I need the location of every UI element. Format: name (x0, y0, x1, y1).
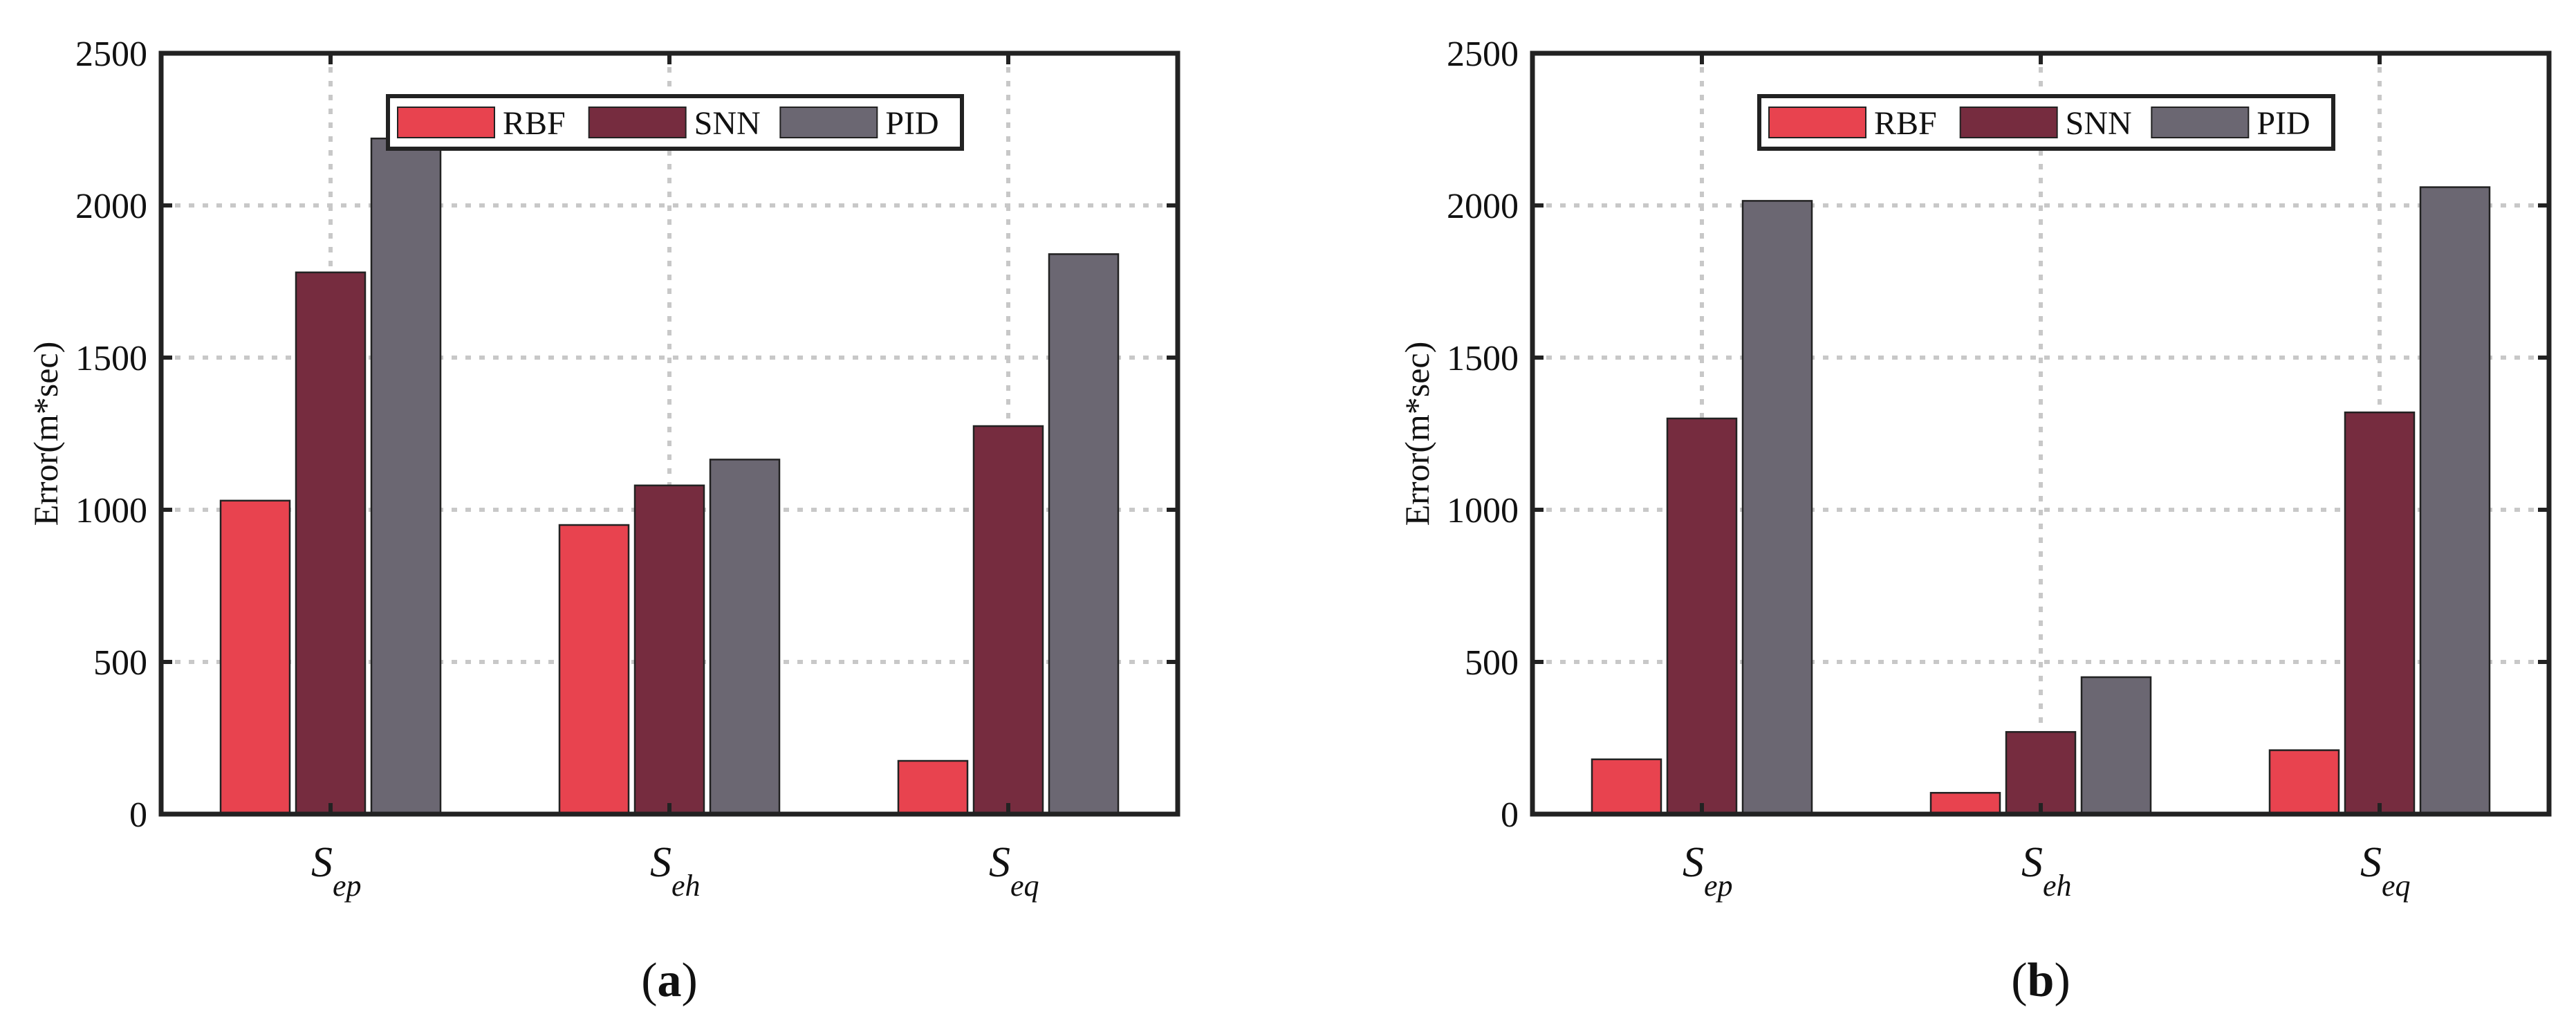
legend-label-pid: PID (885, 105, 938, 142)
bar-snn-eh (633, 484, 705, 815)
y-tick-label: 1000 (1447, 491, 1519, 531)
y-axis-label: Error(m*sec) (26, 342, 65, 526)
bar-snn-ep (1666, 417, 1738, 815)
y-axis-label: Error(m*sec) (1398, 342, 1436, 526)
bar-pid-ep (370, 137, 442, 815)
y-tick-label: 1500 (75, 339, 147, 378)
bar-snn-eq (972, 425, 1044, 815)
legend-swatch-pid (779, 107, 878, 138)
bar-pid-eh (2080, 676, 2152, 815)
legend-swatch-rbf (1768, 107, 1866, 138)
x-tick-label: Sep (311, 839, 362, 903)
y-tick-label: 500 (93, 643, 147, 683)
y-tick-label: 2000 (75, 187, 147, 226)
chart-panel-a: 0 500 1000 1500 2000 2500 Sep Seh Seq Error(m*sec… (26, 35, 1180, 1007)
chart-panel-b: 0 500 1000 1500 2000 2500 Sep Seh Seq Error(m*sec… (1398, 35, 2552, 1007)
legend-label-snn: SNN (2066, 105, 2132, 142)
bar-pid-eq (1048, 253, 1120, 815)
x-tick-label: Seq (989, 839, 1039, 903)
y-tick-label: 2500 (75, 35, 147, 74)
bar-rbf-ep (219, 499, 291, 815)
x-tick-label: Sep (1683, 839, 1733, 903)
y-tick-label: 500 (1465, 643, 1519, 683)
y-tick-label: 0 (1501, 795, 1519, 835)
legend-swatch-pid (2151, 107, 2250, 138)
y-tick-label: 1500 (1447, 339, 1519, 378)
x-tick-label: Seq (2360, 839, 2411, 903)
bar-snn-eq (2344, 411, 2416, 815)
legend-label-snn: SNN (694, 105, 761, 142)
x-tick-label: Seh (2021, 839, 2072, 903)
bar-rbf-ep (1591, 758, 1662, 815)
bar-snn-eh (2005, 730, 2077, 815)
panel-label: (a) (641, 954, 698, 1007)
panel-label: (b) (2011, 954, 2070, 1007)
bar-snn-ep (295, 271, 367, 815)
bar-rbf-eh (558, 524, 630, 815)
y-tick-label: 2500 (1447, 35, 1519, 74)
legend-label-rbf: RBF (503, 105, 566, 142)
bar-pid-eh (709, 459, 781, 815)
x-tick-label: Seh (650, 839, 701, 903)
y-tick-label: 1000 (75, 491, 147, 531)
y-tick-label: 0 (129, 795, 147, 835)
legend-swatch-snn (1959, 107, 2058, 138)
legend-label-rbf: RBF (1874, 105, 1937, 142)
y-tick-label: 2000 (1447, 187, 1519, 226)
bar-rbf-eh (1929, 791, 2001, 815)
legend-label-pid: PID (2257, 105, 2310, 142)
bar-rbf-eq (2268, 749, 2340, 815)
bar-rbf-eq (897, 759, 969, 815)
bar-pid-eq (2419, 186, 2491, 815)
legend-swatch-rbf (397, 107, 495, 138)
legend-swatch-snn (588, 107, 687, 138)
bar-pid-ep (1741, 200, 1813, 815)
